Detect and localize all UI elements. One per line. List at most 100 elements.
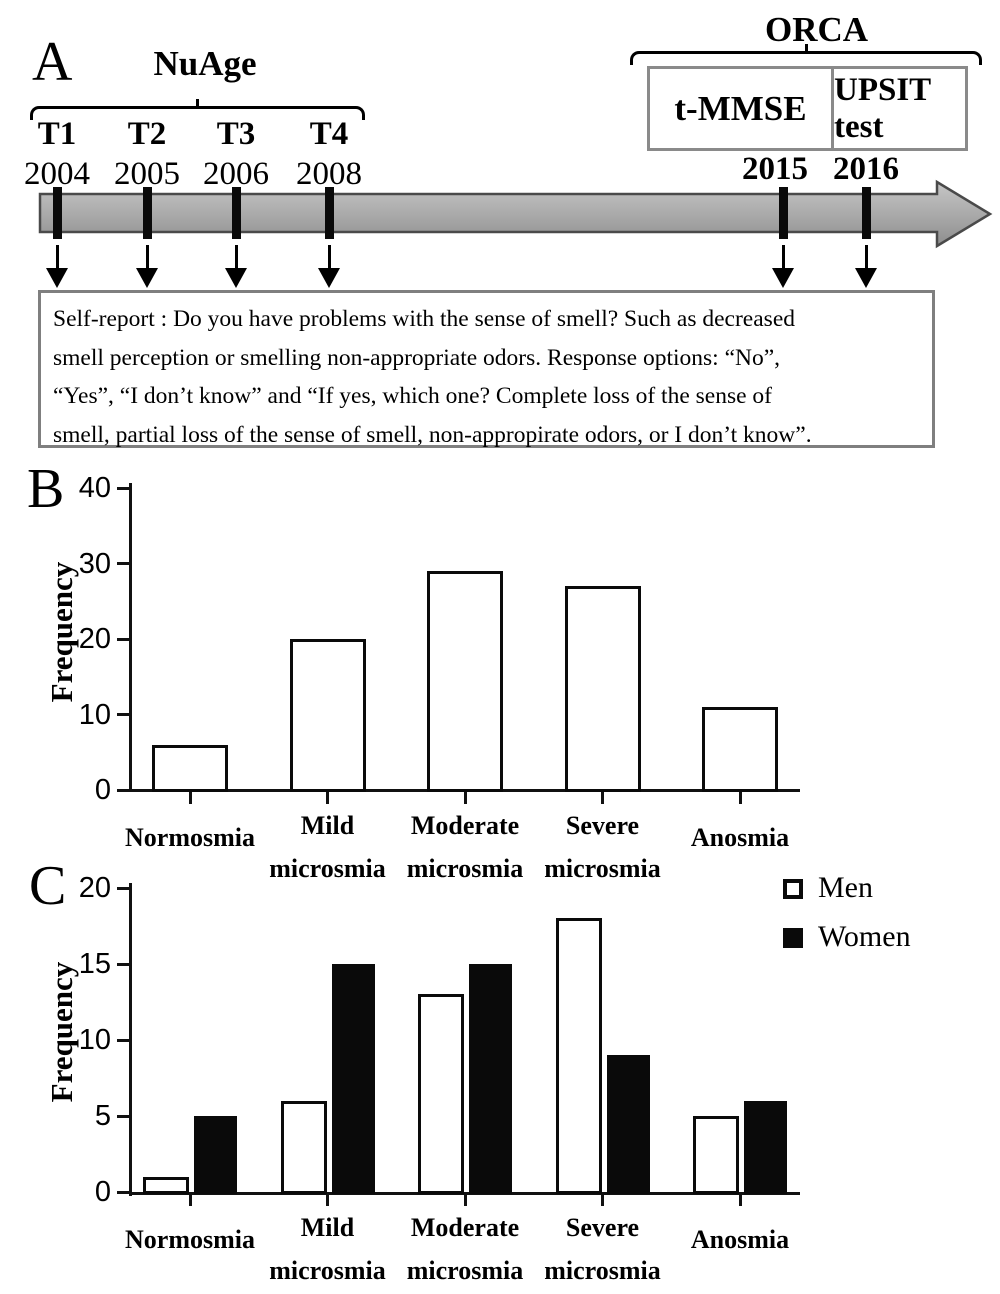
bar-women-moderate-microsmia — [469, 964, 512, 1194]
timepoint-year-2005: 2005 — [114, 156, 180, 192]
nuage-brace — [30, 99, 365, 120]
category-label-line: Severe — [565, 811, 640, 840]
tmmse-cell: t-MMSE — [674, 88, 807, 128]
brace-center-tick — [196, 99, 199, 108]
panel-c-letter: C — [29, 855, 67, 917]
y-axis-tick-label: 10 — [78, 1024, 111, 1056]
down-arrow-shaft — [327, 245, 331, 269]
x-axis-tick — [326, 792, 329, 804]
nuage-title: NuAge — [153, 44, 257, 83]
category-label-line: microsmia — [544, 1256, 661, 1285]
bar-men-mild-microsmia — [280, 1100, 327, 1194]
timeline-tick — [142, 187, 152, 239]
x-axis-tick — [601, 1194, 604, 1206]
y-axis-tick — [117, 886, 129, 890]
bar-normosmia — [152, 744, 228, 792]
category-label-normosmia: Normosmia — [102, 1218, 278, 1261]
down-arrow-shaft — [781, 245, 785, 269]
category-label-mild-microsmia: Mild microsmia — [240, 1206, 416, 1292]
x-axis-tick — [463, 1194, 467, 1206]
timeline-arrow — [38, 179, 993, 249]
legend-swatch-women — [783, 928, 803, 948]
bar-mild-microsmia — [289, 639, 366, 792]
legend-swatch-men — [783, 879, 803, 899]
self-report-line: smell, partial loss of the sense of smel… — [53, 421, 812, 448]
x-axis-tick — [738, 792, 742, 804]
down-arrow-head-icon — [855, 268, 877, 288]
down-arrow-shaft — [864, 245, 868, 269]
y-axis-tick — [117, 713, 129, 716]
category-label-normosmia: Normosmia — [102, 816, 278, 859]
category-label-line: microsmia — [269, 1256, 386, 1285]
y-axis-tick — [117, 1190, 129, 1194]
y-axis-tick-label: 40 — [78, 472, 111, 504]
bar-women-mild-microsmia — [331, 964, 375, 1194]
panel-b-letter: B — [27, 458, 65, 520]
timepoint-label-t3: T3 — [216, 116, 256, 152]
category-label-line: Anosmia — [690, 823, 790, 852]
down-arrow-head-icon — [225, 268, 247, 288]
category-label-line: Moderate — [410, 1213, 520, 1242]
x-axis-tick — [463, 792, 467, 804]
bar-women-anosmia — [744, 1100, 787, 1194]
category-label-line: Anosmia — [690, 1225, 790, 1254]
y-axis-tick-label: 20 — [78, 872, 111, 904]
timeline-tick — [861, 187, 871, 239]
self-report-line: smell perception or smelling non-appropr… — [53, 344, 781, 371]
chart-c-xaxis — [129, 1192, 800, 1195]
category-label-line: Mild — [300, 811, 355, 840]
legend-label-men: Men — [818, 871, 873, 904]
brace-end-right — [350, 106, 365, 120]
panel-a-letter: A — [32, 31, 73, 93]
bar-moderate-microsmia — [427, 571, 503, 792]
x-axis-tick — [738, 1194, 742, 1206]
category-label-moderate-microsmia: Moderate microsmia — [377, 804, 553, 890]
chart-b-yaxis — [129, 483, 132, 792]
timepoint-year-2008: 2008 — [296, 156, 362, 192]
bar-anosmia — [702, 706, 778, 792]
category-label-line: Moderate — [410, 811, 520, 840]
brace-end-left — [30, 106, 45, 120]
down-arrow-shaft — [145, 245, 149, 269]
chart-c-yaxis — [129, 883, 132, 1196]
down-arrow-head-icon — [136, 268, 158, 288]
category-label-severe-microsmia: Severe microsmia — [515, 804, 691, 890]
y-axis-tick — [117, 1038, 129, 1042]
y-axis-tick — [117, 486, 129, 490]
category-label-line: microsmia — [406, 854, 524, 883]
legend-label-women: Women — [818, 920, 911, 953]
orca-assessment-box: t-MMSE UPSIT test — [647, 66, 968, 151]
category-label-anosmia: Anosmia — [652, 816, 828, 859]
y-axis-tick-label: 5 — [94, 1100, 111, 1132]
category-label-line: Mild — [300, 1213, 355, 1242]
category-label-moderate-microsmia: Moderate microsmia — [377, 1206, 553, 1292]
upsit-cell: UPSIT test — [831, 69, 965, 148]
bar-men-anosmia — [693, 1116, 739, 1194]
category-label-line: microsmia — [544, 854, 661, 883]
y-axis-tick — [117, 788, 129, 792]
timeline-tick — [52, 187, 62, 239]
category-label-line: microsmia — [406, 1256, 524, 1285]
y-axis-tick — [117, 637, 129, 641]
y-axis-tick-label: 0 — [94, 1176, 111, 1208]
down-arrow-head-icon — [318, 268, 340, 288]
timepoint-label-t4: T4 — [309, 116, 349, 152]
x-axis-tick — [188, 1194, 192, 1206]
assessment-year-2015: 2015 — [742, 151, 808, 187]
timepoint-year-2004: 2004 — [24, 156, 90, 192]
y-axis-tick — [117, 962, 129, 966]
bar-men-moderate-microsmia — [418, 994, 464, 1194]
timeline-tick — [778, 187, 788, 239]
assessment-year-2016: 2016 — [833, 151, 899, 187]
category-label-line: microsmia — [269, 854, 386, 883]
category-label-mild-microsmia: Mild microsmia — [240, 804, 416, 890]
orca-brace — [630, 44, 982, 65]
orca-title: ORCA — [765, 10, 869, 49]
x-axis-tick — [601, 792, 604, 804]
down-arrow-head-icon — [772, 268, 794, 288]
category-label-line: Normosmia — [125, 1225, 255, 1254]
brace-end-left — [630, 51, 645, 65]
timepoint-year-2006: 2006 — [203, 156, 269, 192]
down-arrow-head-icon — [46, 268, 68, 288]
